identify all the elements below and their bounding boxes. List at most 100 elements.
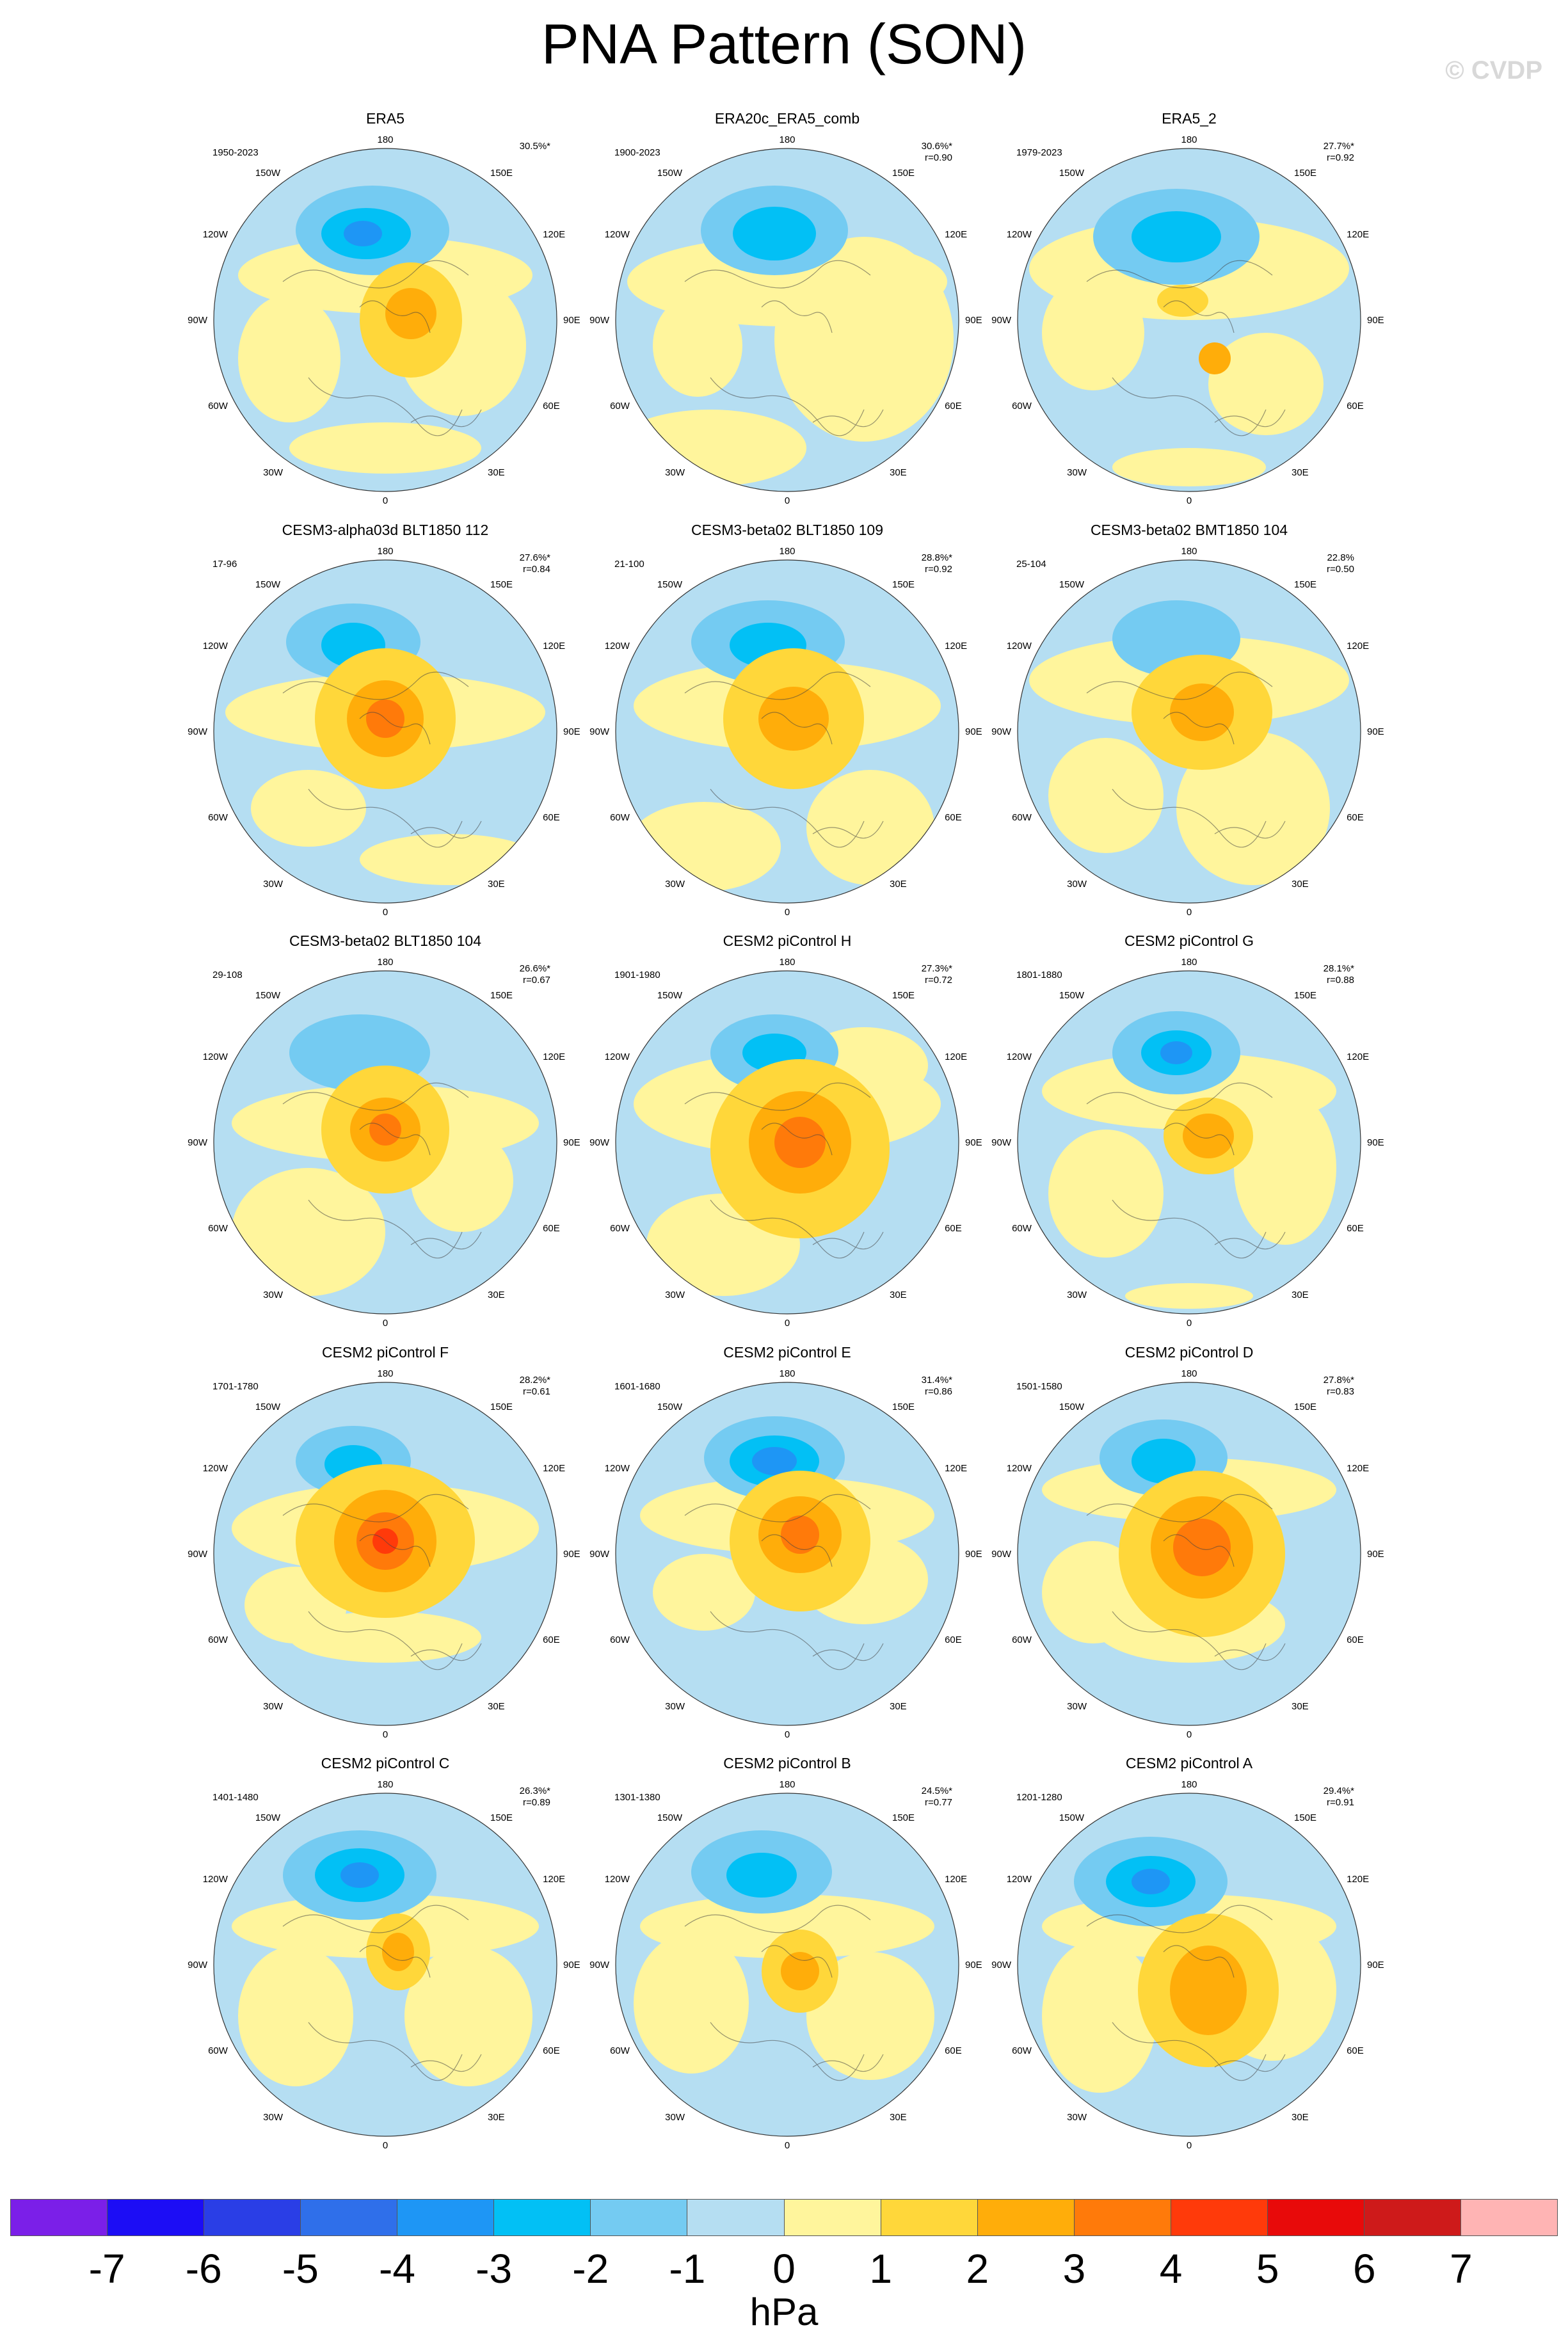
polar-map	[1017, 1793, 1361, 2137]
longitude-label: 30W	[665, 2112, 685, 2123]
panel-correlation: r=0.83	[1327, 1386, 1354, 1397]
high-pressure-center	[382, 1933, 414, 1971]
colorbar-tick-label: 0	[772, 2246, 796, 2292]
longitude-label: 150E	[490, 579, 513, 590]
colorbar-tick-label: 6	[1352, 2246, 1376, 2292]
panel-explained-variance: 30.5%*	[519, 141, 550, 152]
longitude-label: 120W	[1006, 1463, 1032, 1474]
longitude-label: 120W	[604, 1874, 630, 1885]
map-border	[615, 970, 959, 1315]
high-pressure-center	[781, 1952, 819, 1990]
panel-title: CESM3-beta02 BMT1850 104	[1090, 522, 1288, 538]
high-pressure-center	[758, 687, 829, 751]
positive-anomaly-region	[1042, 1939, 1157, 2093]
watermark: © CVDP	[1445, 56, 1542, 84]
colorbar-cell	[11, 2200, 108, 2235]
longitude-label: 30E	[1292, 1290, 1309, 1301]
positive-anomaly-region	[238, 1946, 353, 2086]
longitude-label: 150E	[1294, 1812, 1317, 1823]
colorbar-tick-label: -2	[572, 2246, 609, 2292]
polar-map	[1017, 148, 1361, 492]
longitude-label: 60E	[543, 2045, 560, 2056]
coastlines	[684, 1905, 884, 2081]
longitude-label: 150W	[1059, 579, 1084, 590]
longitude-label: 90W	[188, 1960, 207, 1970]
longitude-label: 60E	[543, 1223, 560, 1234]
longitude-label: 120E	[1347, 641, 1370, 651]
colorbar-tick-label: 4	[1159, 2246, 1183, 2292]
longitude-label: 120E	[945, 641, 968, 651]
panel-explained-variance: 27.3%*	[921, 963, 952, 974]
panel-years: 21-100	[614, 559, 644, 570]
panel-years: 25-104	[1016, 559, 1046, 570]
longitude-label: 90W	[589, 315, 609, 326]
map-border	[1017, 970, 1361, 1315]
polar-map	[213, 1382, 557, 1726]
longitude-label: 180	[779, 1779, 796, 1790]
panel-years: 29-108	[212, 970, 243, 980]
positive-anomaly-region	[1208, 333, 1324, 435]
positive-anomaly-region	[774, 237, 954, 442]
longitude-label: 30E	[890, 1290, 907, 1301]
longitude-label: 90E	[965, 726, 982, 737]
longitude-label: 60E	[1347, 1223, 1364, 1234]
panel-years: 1301-1380	[614, 1792, 660, 1803]
longitude-label: 30W	[263, 1701, 283, 1713]
longitude-label: 180	[377, 1368, 394, 1379]
longitude-label: 90W	[991, 1549, 1011, 1560]
longitude-label: 150W	[657, 167, 682, 179]
longitude-label: 150E	[490, 989, 513, 1001]
longitude-label: 90W	[188, 726, 207, 737]
longitude-label: 60W	[610, 2045, 630, 2056]
panel-explained-variance: 31.4%*	[921, 1375, 952, 1386]
longitude-label: 90E	[563, 726, 580, 737]
panel-correlation: r=0.67	[523, 975, 550, 986]
panel-years: 1501-1580	[1016, 1381, 1062, 1392]
longitude-label: 150E	[490, 1401, 513, 1412]
panel-title: ERA20c_ERA5_comb	[714, 110, 860, 127]
panel-title: ERA5	[365, 110, 405, 127]
positive-anomaly-region	[289, 422, 481, 474]
colorbar-cell	[687, 2200, 785, 2235]
panel-correlation: r=0.86	[925, 1386, 952, 1397]
coastlines	[282, 1494, 482, 1670]
longitude-label: 60E	[945, 1635, 962, 1645]
longitude-label: 30E	[488, 467, 505, 479]
high-pressure-center	[1173, 1519, 1231, 1576]
colorbar-tick-label: 2	[966, 2246, 989, 2292]
positive-anomaly-region	[653, 1554, 755, 1631]
longitude-label: 60W	[208, 401, 228, 412]
longitude-label: 0	[1186, 1729, 1192, 1740]
longitude-label: 150E	[1294, 579, 1317, 590]
longitude-label: 60W	[208, 1635, 228, 1645]
colorbar-tick-label: -7	[88, 2246, 125, 2292]
longitude-label: 120E	[945, 1463, 968, 1474]
longitude-label: 60E	[945, 1223, 962, 1234]
panel-correlation: r=0.92	[1327, 152, 1354, 163]
panel-title: CESM2 piControl H	[723, 932, 852, 949]
longitude-label: 150W	[255, 1401, 280, 1412]
positive-anomaly-region	[1042, 275, 1144, 390]
longitude-label: 150W	[657, 1401, 682, 1412]
high-pressure-center	[1170, 683, 1234, 741]
longitude-label: 60E	[543, 1635, 560, 1645]
panel-correlation: r=0.90	[925, 152, 952, 163]
longitude-label: 30E	[890, 1701, 907, 1713]
positive-anomaly-region	[251, 770, 366, 847]
longitude-label: 60W	[208, 812, 228, 823]
longitude-label: 180	[377, 546, 394, 557]
low-pressure-center	[733, 207, 816, 260]
coastlines	[684, 1494, 884, 1670]
longitude-label: 90W	[188, 1549, 207, 1560]
longitude-label: 30E	[890, 879, 907, 890]
map-border	[213, 970, 557, 1315]
longitude-label: 150W	[255, 1812, 280, 1823]
longitude-label: 30W	[1067, 1290, 1087, 1301]
positive-anomaly-region	[1234, 1091, 1336, 1245]
panel-explained-variance: 29.4%*	[1323, 1786, 1354, 1796]
map-border	[1017, 148, 1361, 492]
polar-map	[615, 1793, 959, 2137]
panel-title: CESM3-alpha03d BLT1850 112	[282, 522, 489, 538]
longitude-label: 60E	[1347, 812, 1364, 823]
panel-title: CESM2 piControl A	[1125, 1755, 1253, 1771]
